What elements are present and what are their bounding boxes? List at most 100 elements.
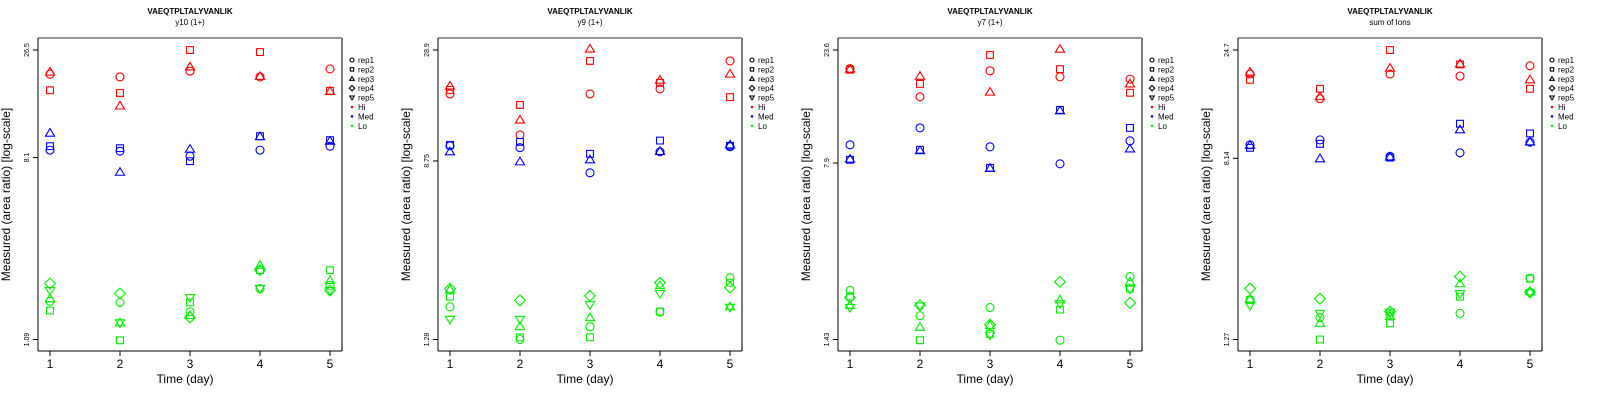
point-hi-rep2-day1 (446, 85, 454, 94)
x-tick-label: 5 (727, 357, 734, 371)
point-lo-rep4-day4 (253, 264, 267, 277)
point-hi-rep2-day3 (986, 50, 994, 59)
point-hi-rep1-day1 (445, 89, 455, 99)
legend-label: rep5 (758, 94, 775, 103)
point-med-rep3-day2 (1314, 153, 1326, 163)
x-tick-label: 2 (1317, 357, 1324, 371)
point-lo-rep4-day1 (443, 282, 457, 295)
point-hi-rep3-day5 (1124, 78, 1136, 88)
point-lo-rep5-day2 (1314, 309, 1326, 319)
x-tick-label: 4 (1457, 357, 1464, 371)
y-axis-label: Measured (area ratio) [log-scale] (1199, 108, 1213, 281)
point-lo-rep5-day3 (584, 301, 596, 311)
data-points (443, 43, 737, 345)
point-med-rep1-day3 (185, 151, 195, 161)
point-lo-rep1-day5 (325, 280, 335, 290)
point-med-rep1-day5 (325, 141, 335, 151)
point-lo-rep1-day3 (185, 307, 195, 317)
legend-label: rep5 (1558, 94, 1575, 103)
point-med-rep3-day5 (1524, 136, 1536, 146)
point-hi-rep2-day4 (656, 78, 664, 87)
point-lo-rep2-day2 (916, 336, 924, 345)
point-hi-rep3-day2 (1314, 91, 1326, 101)
point-hi-rep2-day4 (256, 48, 264, 57)
point-med-rep2-day3 (186, 157, 194, 166)
legend-label: Hi (758, 103, 766, 112)
point-med-rep2-day5 (1526, 129, 1534, 138)
data-points (1243, 46, 1537, 344)
point-lo-rep1-day2 (1315, 313, 1325, 323)
point-med-rep3-day4 (1454, 124, 1466, 134)
point-lo-rep1-day3 (985, 302, 995, 313)
point-hi-rep1-day4 (1055, 72, 1065, 82)
point-lo-rep4-day5 (723, 281, 737, 294)
point-hi-rep1-day2 (1315, 94, 1325, 104)
point-lo-rep4-day2 (113, 287, 127, 300)
legend-label: Hi (1558, 103, 1566, 112)
point-lo-rep1-day5 (725, 273, 735, 283)
point-lo-rep2-day2 (116, 336, 124, 345)
point-hi-rep3-day1 (1244, 66, 1256, 76)
y-axis-label: Measured (area ratio) [log-scale] (0, 108, 13, 281)
point-hi-rep3-day3 (584, 43, 596, 53)
point-med-rep3-day2 (514, 156, 526, 166)
point-med-rep2-day4 (656, 136, 664, 145)
point-hi-rep3-day5 (1524, 74, 1536, 84)
point-hi-rep3-day1 (444, 80, 456, 90)
y-axis-label: Measured (area ratio) [log-scale] (399, 108, 413, 281)
legend-label: rep2 (758, 65, 775, 74)
point-hi-rep2-day5 (1526, 84, 1534, 93)
point-lo-rep5-day5 (724, 303, 736, 313)
x-tick-label: 1 (47, 357, 54, 371)
point-lo-rep4-day1 (1243, 282, 1257, 295)
point-lo-rep5-day4 (1454, 290, 1466, 300)
legend-hi-dot-icon (350, 105, 354, 109)
point-med-rep1-day4 (1055, 159, 1065, 169)
legend-rep5-triangle-down-icon (1548, 95, 1556, 101)
x-tick-label: 5 (1127, 357, 1134, 371)
point-lo-rep5-day4 (254, 285, 266, 295)
point-hi-rep2-day4 (1456, 60, 1464, 69)
point-med-rep1-day2 (915, 123, 925, 133)
x-tick-label: 1 (1247, 357, 1254, 371)
point-hi-rep2-day5 (726, 93, 734, 102)
point-lo-rep3-day4 (1454, 278, 1466, 288)
legend-hi-dot-icon (1150, 105, 1154, 109)
point-hi-rep2-day1 (46, 86, 54, 95)
legend-label: rep1 (1158, 56, 1175, 65)
legend-label: Hi (358, 103, 366, 112)
point-hi-rep3-day2 (914, 70, 926, 80)
x-axis-label: Time (day) (1357, 372, 1414, 386)
point-lo-rep5-day5 (1124, 285, 1136, 295)
point-lo-rep4-day3 (583, 289, 597, 302)
legend-label: Med (358, 112, 374, 121)
x-tick-label: 1 (847, 357, 854, 371)
point-hi-rep1-day2 (515, 130, 525, 140)
point-lo-rep2-day5 (326, 266, 334, 275)
legend-rep4-diamond-icon (1548, 84, 1556, 92)
legend-med-dot-icon (750, 115, 754, 118)
point-lo-rep3-day5 (724, 301, 736, 311)
y-tick-label: 1.28 (424, 333, 431, 347)
point-lo-rep5-day1 (44, 286, 56, 297)
y-axis-label: Measured (area ratio) [log-scale] (799, 108, 813, 281)
point-hi-rep3-day3 (1384, 62, 1396, 72)
chart-title: VAEQTPLTALYVANLIK (947, 7, 1033, 16)
legend-rep4-diamond-icon (348, 84, 356, 92)
point-lo-rep5-day2 (114, 319, 126, 329)
point-lo-rep3-day4 (254, 259, 266, 269)
y-tick-label: 8.75 (424, 154, 431, 168)
legend-label: Med (758, 112, 774, 121)
point-lo-rep1-day4 (655, 307, 665, 317)
point-lo-rep5-day4 (654, 289, 666, 300)
legend-label: Med (1558, 112, 1574, 121)
legend-label: rep3 (1158, 75, 1175, 84)
point-lo-rep3-day5 (324, 274, 336, 285)
point-lo-rep2-day3 (586, 333, 594, 342)
point-hi-rep1-day2 (115, 72, 125, 82)
point-hi-rep1-day5 (1125, 74, 1135, 84)
y-tick-label: 28.9 (424, 43, 431, 57)
chart-title: VAEQTPLTALYVANLIK (147, 7, 233, 16)
point-lo-rep5-day4 (1054, 300, 1066, 310)
